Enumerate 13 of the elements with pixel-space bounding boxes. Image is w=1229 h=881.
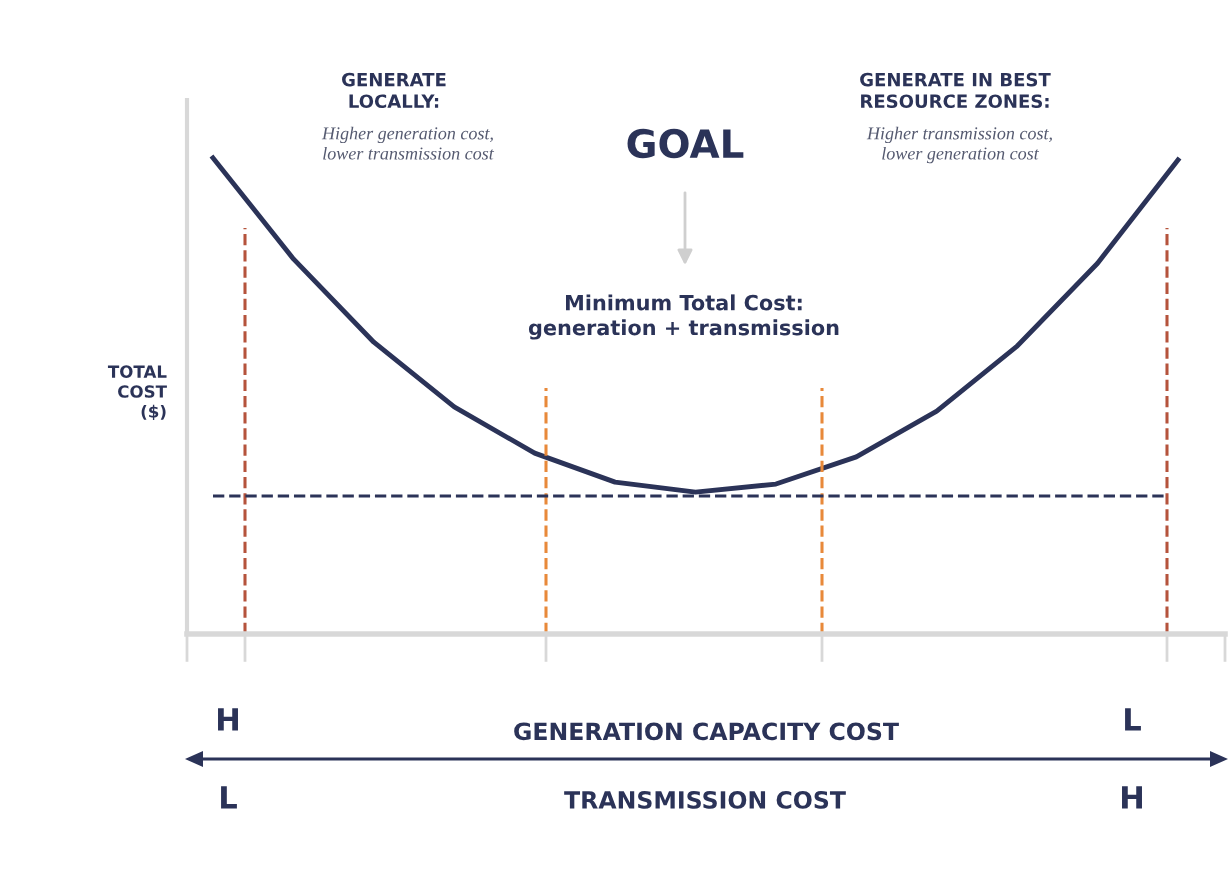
annotation: Higher transmission cost, lower generation cost	[866, 126, 1052, 164]
annotation: Minimum Total Cost: generation + transmission	[528, 294, 839, 340]
text: GENERATE LOCALLY:	[342, 72, 446, 109]
annotation: GOAL	[627, 128, 744, 159]
text: L	[221, 786, 237, 809]
text: TRANSMISSION COST	[564, 790, 846, 809]
y-axis-title: TOTAL COST ($)	[107, 365, 167, 420]
text: L	[1125, 708, 1141, 731]
annotation: Higher generation cost, lower transmission cost	[321, 126, 495, 160]
text: H	[218, 708, 238, 731]
x-axis-title: GENERATION CAPACITY COST	[514, 722, 899, 741]
text: GENERATE IN BEST RESOURCE ZONES:	[860, 72, 1051, 109]
text: H	[1122, 786, 1142, 809]
